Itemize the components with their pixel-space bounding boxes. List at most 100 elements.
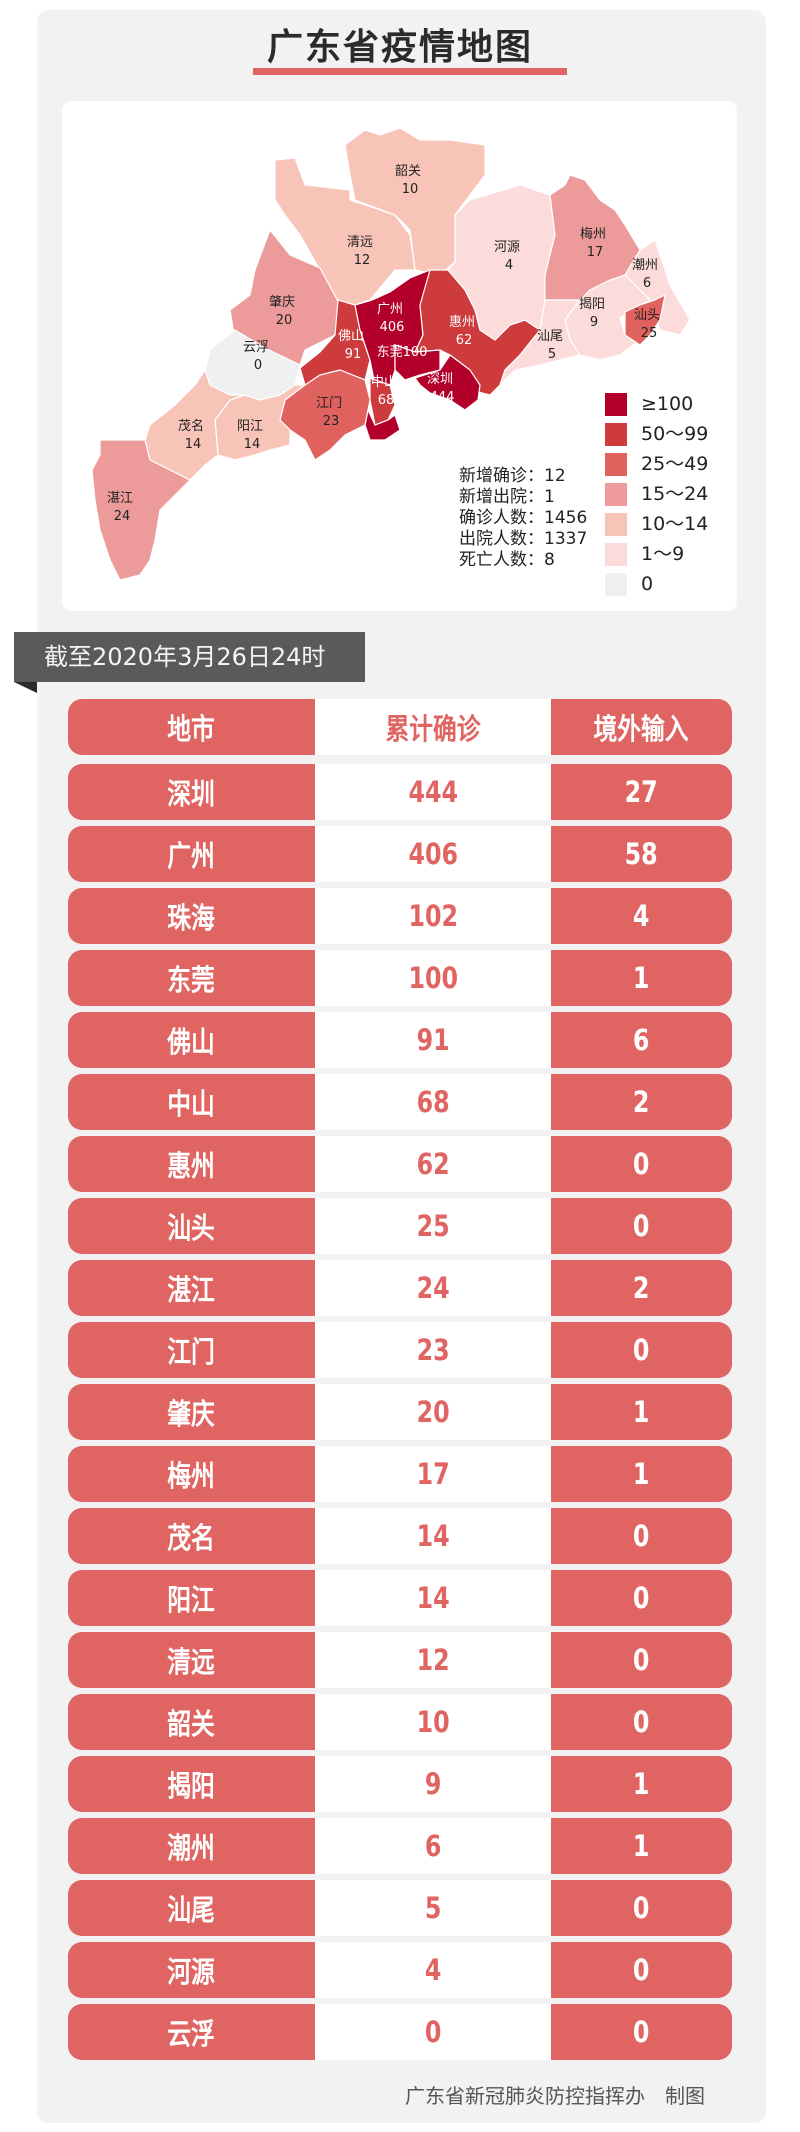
total-confirmed-cell: 累计确诊 — [315, 699, 551, 755]
city-cell: 韶关 — [68, 1694, 315, 1750]
cell-text: 100 — [408, 961, 458, 995]
map-region-count: 14 — [185, 437, 202, 452]
cell-text: 广州 — [167, 839, 216, 873]
cell-text: 江门 — [167, 1335, 216, 1369]
imported-cell: 1 — [551, 1818, 732, 1874]
map-region — [144, 368, 246, 481]
map-region-count: 12 — [354, 253, 371, 268]
city-cell: 江门 — [68, 1322, 315, 1378]
city-cell: 佛山 — [68, 1012, 315, 1068]
imported-cell: 0 — [551, 1136, 732, 1192]
total-confirmed-cell: 406 — [315, 826, 551, 882]
city-cell: 阳江 — [68, 1570, 315, 1626]
map-legend: ≥100 50～99 25～49 15～24 10～14 1～9 0 — [605, 393, 708, 603]
map-region — [274, 157, 416, 306]
city-cell: 地市 — [68, 699, 315, 755]
total-confirmed-cell: 6 — [315, 1818, 551, 1874]
legend-label: 15～24 — [641, 483, 709, 505]
page-title: 广东省疫情地图 — [266, 27, 533, 68]
total-confirmed-cell: 17 — [315, 1446, 551, 1502]
cell-text: 14 — [416, 1519, 450, 1553]
cell-text: 68 — [416, 1085, 450, 1119]
map-region-count: 406 — [380, 320, 405, 335]
legend-swatch — [605, 573, 627, 596]
cell-text: 1 — [633, 1829, 650, 1863]
cell-text: 云浮 — [167, 2017, 216, 2051]
total-confirmed-cell: 20 — [315, 1384, 551, 1440]
city-cell: 汕头 — [68, 1198, 315, 1254]
cell-text: 2 — [633, 1085, 650, 1119]
total-confirmed-cell: 23 — [315, 1322, 551, 1378]
map-region-count: 24 — [114, 509, 131, 524]
map-region-name: 潮州 — [632, 258, 658, 273]
map-region — [394, 344, 441, 381]
map-region-name: 河源 — [494, 240, 520, 255]
stat-new-confirmed: 新增确诊：12 — [459, 466, 566, 486]
map-region — [414, 354, 481, 411]
cell-text: 5 — [424, 1891, 442, 1925]
legend-label: 1～9 — [641, 543, 685, 565]
table-row: 汕尾 5 0 — [68, 1880, 732, 1936]
table-row: 云浮 0 0 — [68, 2004, 732, 2060]
table-row: 清远 12 0 — [68, 1632, 732, 1688]
legend-swatch — [605, 483, 627, 506]
cell-text: 1 — [633, 1395, 650, 1429]
city-cell: 茂名 — [68, 1508, 315, 1564]
cell-text: 阳江 — [167, 1583, 216, 1617]
map-region — [364, 408, 401, 441]
map-region-count: 444 — [430, 390, 455, 405]
imported-cell: 0 — [551, 1508, 732, 1564]
legend-label: 0 — [641, 573, 654, 595]
legend-swatch — [605, 393, 627, 416]
imported-cell: 1 — [551, 1446, 732, 1502]
total-confirmed-cell: 5 — [315, 1880, 551, 1936]
total-confirmed-cell: 14 — [315, 1508, 551, 1564]
map-region-name: 佛山 — [338, 329, 364, 344]
cell-text: 444 — [408, 775, 458, 809]
total-confirmed-cell: 102 — [315, 888, 551, 944]
legend-label: 25～49 — [641, 453, 709, 475]
table-row: 潮州 6 1 — [68, 1818, 732, 1874]
cell-text: 4 — [633, 899, 650, 933]
table-header-row: 地市 累计确诊 境外输入 — [68, 699, 732, 755]
total-confirmed-cell: 91 — [315, 1012, 551, 1068]
cell-text: 珠海 — [167, 901, 216, 935]
legend-label: 50～99 — [641, 423, 709, 445]
table-row: 湛江 24 2 — [68, 1260, 732, 1316]
total-confirmed-cell: 9 — [315, 1756, 551, 1812]
table-row: 惠州 62 0 — [68, 1136, 732, 1192]
legend-label: ≥100 — [641, 393, 694, 415]
legend-item: 25～49 — [605, 453, 708, 483]
cell-text: 0 — [633, 1147, 650, 1181]
table-row: 茂名 14 0 — [68, 1508, 732, 1564]
total-confirmed-cell: 68 — [315, 1074, 551, 1130]
map-region-count: 102 — [400, 432, 425, 447]
cell-text: 佛山 — [167, 1025, 216, 1059]
imported-cell: 2 — [551, 1260, 732, 1316]
cell-text: 91 — [416, 1023, 450, 1057]
map-region-label: 东莞100 — [377, 345, 428, 360]
city-cell: 河源 — [68, 1942, 315, 1998]
cell-text: 梅州 — [167, 1459, 216, 1493]
cell-text: 0 — [424, 2015, 442, 2049]
table-row: 深圳 444 27 — [68, 764, 732, 820]
map-region-name: 肇庆 — [269, 295, 295, 310]
imported-cell: 2 — [551, 1074, 732, 1130]
stat-deaths: 死亡人数：8 — [459, 550, 555, 570]
imported-cell: 境外输入 — [551, 699, 732, 755]
city-cell: 珠海 — [68, 888, 315, 944]
cell-text: 406 — [408, 837, 458, 871]
cell-text: 27 — [624, 775, 659, 809]
imported-cell: 0 — [551, 1198, 732, 1254]
table-row: 广州 406 58 — [68, 826, 732, 882]
imported-cell: 6 — [551, 1012, 732, 1068]
legend-item: 15～24 — [605, 483, 708, 513]
imported-cell: 4 — [551, 888, 732, 944]
map-region-name: 梅州 — [580, 227, 606, 242]
map-region-name: 韶关 — [395, 163, 421, 179]
map-region — [624, 293, 666, 346]
map-region-count: 0 — [254, 358, 262, 373]
total-confirmed-cell: 25 — [315, 1198, 551, 1254]
map-region-count: 20 — [276, 313, 293, 328]
table-row: 汕头 25 0 — [68, 1198, 732, 1254]
